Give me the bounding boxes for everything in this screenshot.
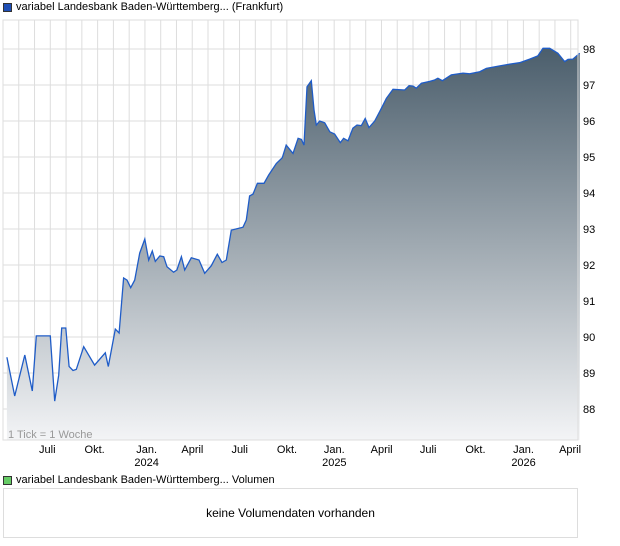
volume-legend: variabel Landesbank Baden-Württemberg...…	[3, 474, 275, 486]
x-tick-label: April	[371, 444, 393, 456]
volume-panel: keine Volumendaten vorhanden	[3, 488, 578, 538]
x-tick-year: 2024	[134, 457, 158, 469]
x-tick-label: Jan.	[513, 444, 534, 456]
price-chart: 1 Tick = 1 Woche 8889909192939495969798 …	[2, 19, 595, 469]
y-tick-label: 93	[583, 224, 595, 236]
y-tick-label: 90	[583, 332, 595, 344]
series-color-square	[3, 2, 12, 12]
y-tick-label: 97	[583, 80, 595, 92]
price-area	[6, 48, 580, 441]
x-tick-year: 2025	[322, 457, 346, 469]
price-line	[6, 47, 581, 402]
x-tick-label: Juli	[39, 444, 56, 456]
x-tick-label: April	[181, 444, 203, 456]
price-legend: variabel Landesbank Baden-Württemberg...…	[3, 1, 283, 13]
chart-title: variabel Landesbank Baden-Württemberg...…	[16, 1, 284, 13]
tick-note: 1 Tick = 1 Woche	[8, 429, 92, 441]
x-tick-year: 2026	[511, 457, 535, 469]
y-tick-label: 92	[583, 260, 595, 272]
y-tick-label: 89	[583, 368, 595, 380]
x-tick-label: Jan.	[136, 444, 157, 456]
x-tick-label: Juli	[231, 444, 248, 456]
x-tick-label: Jan.	[324, 444, 345, 456]
x-tick-label: Okt.	[85, 444, 105, 456]
y-tick-label: 98	[583, 44, 595, 56]
volume-empty-message: keine Volumendaten vorhanden	[206, 506, 375, 520]
y-tick-label: 91	[583, 296, 595, 308]
y-tick-label: 94	[583, 188, 595, 200]
x-tick-label: April	[559, 444, 581, 456]
x-tick-label: Okt.	[277, 444, 297, 456]
x-tick-label: Juli	[420, 444, 437, 456]
x-tick-label: Okt.	[465, 444, 485, 456]
volume-legend-label: variabel Landesbank Baden-Württemberg...…	[16, 474, 275, 486]
y-tick-label: 88	[583, 404, 595, 416]
y-tick-label: 95	[583, 152, 595, 164]
y-tick-label: 96	[583, 116, 595, 128]
volume-color-square	[3, 475, 12, 485]
plot-frame	[2, 19, 579, 441]
